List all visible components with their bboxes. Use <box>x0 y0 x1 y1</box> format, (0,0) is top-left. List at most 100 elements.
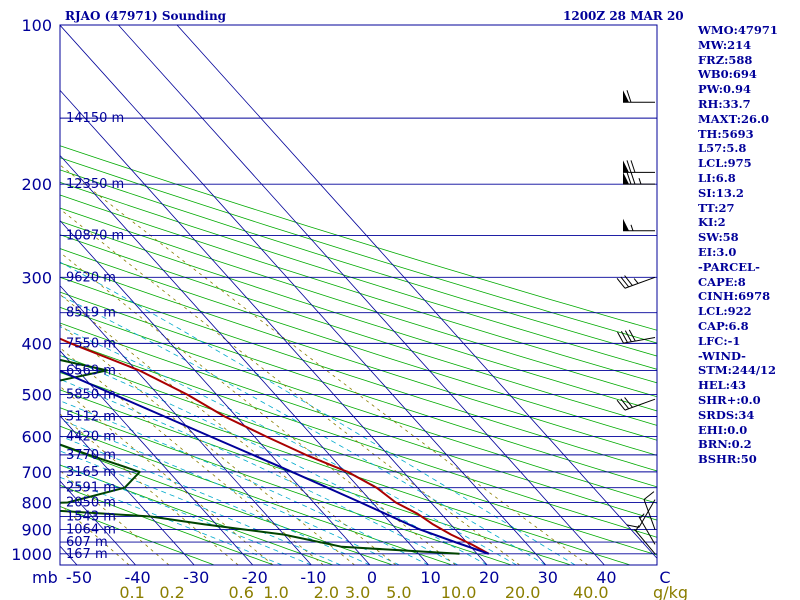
temperature-tick-label: 0 <box>367 568 377 587</box>
temperature-tick-label: 20 <box>479 568 499 587</box>
wind-barb <box>623 90 655 103</box>
dry-adiabat-line <box>60 338 657 538</box>
height-label: 2591 m <box>66 481 116 496</box>
height-label: 167 m <box>66 547 108 562</box>
stat-item: SRDS:34 <box>698 407 755 422</box>
stat-item: EHI:0.0 <box>698 422 748 437</box>
stat-item: LFC:-1 <box>698 333 741 348</box>
plot-frame <box>59 24 658 566</box>
stat-item: EI:3.0 <box>698 244 737 259</box>
height-label: 3770 m <box>66 448 116 463</box>
wind-barb <box>634 525 656 555</box>
pressure-tick-label: 400 <box>21 334 52 353</box>
wind-barb <box>616 275 656 289</box>
stat-item: TH:5693 <box>698 126 754 141</box>
dry-adiabat-line <box>60 157 657 344</box>
dry-adiabat-line <box>60 145 657 331</box>
stat-item: STM:244/12 <box>698 363 777 378</box>
isotherm-line <box>60 219 371 565</box>
isotherm-line <box>0 25 18 565</box>
moist-adiabat-line <box>60 294 547 565</box>
moist-adiabat-line <box>60 435 371 565</box>
dry-adiabat-line <box>60 220 657 412</box>
stat-item: KI:2 <box>698 215 726 230</box>
mixing-ratio-label: 2.0 <box>314 583 339 600</box>
stat-item: MW:214 <box>698 37 752 52</box>
temperature-tick-label: 10 <box>420 568 440 587</box>
parcel-trace <box>60 369 490 555</box>
moist-adiabat-line <box>60 419 400 565</box>
temperature-trace <box>60 337 490 555</box>
dewpoint-trace <box>60 358 460 555</box>
mixing-ratio-label: 10.0 <box>441 583 477 600</box>
stat-item: CINH:6978 <box>698 289 771 304</box>
height-label: 4420 m <box>66 429 116 444</box>
moist-adiabat-line <box>60 378 459 565</box>
temperature-tick-label: 30 <box>538 568 558 587</box>
isotherm-line <box>60 350 254 565</box>
isotherm-line <box>60 154 429 565</box>
pressure-tick-label: 1000 <box>11 545 52 564</box>
stat-item: -WIND- <box>698 348 746 363</box>
moist-adiabat-line <box>60 450 341 565</box>
wind-barb <box>626 499 656 528</box>
dry-adiabat-line <box>60 355 657 556</box>
dry-adiabat-line <box>60 169 657 357</box>
stat-item: BSHR:50 <box>698 452 757 467</box>
temperature-tick-label: 40 <box>596 568 616 587</box>
temperature-tick-label: -40 <box>125 568 151 587</box>
dry-adiabat-line <box>60 248 657 441</box>
dry-adiabat-line <box>60 207 657 398</box>
mixing-ratio-label: 3.0 <box>345 583 370 600</box>
isotherm-line <box>60 415 195 565</box>
mixing-ratio-line <box>60 324 355 565</box>
height-label: 1064 m <box>66 523 116 538</box>
chart-datetime: 1200Z 28 MAR 20 <box>563 9 684 23</box>
height-label: 1543 m <box>66 509 116 524</box>
moist-adiabats <box>60 261 576 565</box>
height-label: 12350 m <box>66 177 124 192</box>
wind-barb <box>623 160 655 173</box>
height-label: 5112 m <box>66 410 116 425</box>
wind-barb <box>623 172 655 185</box>
dry-adiabat-line <box>60 306 657 504</box>
mixing-ratio-label: 0.2 <box>159 583 184 600</box>
stat-item: HEL:43 <box>698 378 746 393</box>
isobars <box>60 24 657 555</box>
height-label: 14150 m <box>66 111 124 126</box>
height-label: 9620 m <box>66 270 116 285</box>
dry-adiabat-line <box>60 194 657 384</box>
dry-adiabat-line <box>60 181 657 370</box>
stat-item: SHR+:0.0 <box>698 392 761 407</box>
dry-adiabat-line <box>60 322 657 521</box>
height-label: 6569 m <box>66 363 116 378</box>
stat-item: CAP:6.8 <box>698 318 749 333</box>
mixing-ratio-label: 0.1 <box>119 583 144 600</box>
stat-item: SI:13.2 <box>698 185 744 200</box>
mixing-ratio-label: 5.0 <box>386 583 411 600</box>
isotherm-line <box>118 25 605 565</box>
height-label: 607 m <box>66 535 108 550</box>
mixing-ratio-label: 1.0 <box>263 583 288 600</box>
height-label: 5850 m <box>66 388 116 403</box>
height-label: 8519 m <box>66 306 116 321</box>
isotherms <box>0 25 657 565</box>
pressure-unit-label: mb <box>32 568 58 587</box>
mixing-ratio-label: 20.0 <box>505 583 541 600</box>
pressure-tick-label: 500 <box>21 386 52 405</box>
wind-barb <box>643 491 656 530</box>
dry-adiabat-line <box>60 407 512 565</box>
dry-adiabat-line <box>60 371 631 565</box>
isotherm-line <box>60 25 547 565</box>
stat-item: -PARCEL- <box>698 259 760 274</box>
stat-item: BRN:0.2 <box>698 437 752 452</box>
stat-item: CAPE:8 <box>698 274 746 289</box>
stat-item: LCL:975 <box>698 156 752 171</box>
isotherm-line <box>60 89 488 565</box>
stat-item: MAXT:26.0 <box>698 111 769 126</box>
temperature-tick-label: -30 <box>183 568 209 587</box>
stat-item: PW:0.94 <box>698 82 752 97</box>
moist-adiabat-line <box>60 400 429 565</box>
